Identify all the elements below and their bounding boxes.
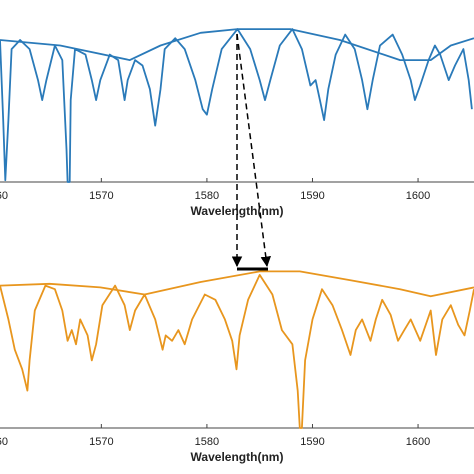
spectrum-line [0, 28, 473, 183]
x-tick-label: 1590 [300, 190, 324, 202]
x-tick-label: 1600 [406, 190, 430, 202]
x-tick-label: 1580 [195, 190, 219, 202]
spectrum-line [0, 270, 474, 298]
x-axis-label: Wavelength(nm) [191, 450, 284, 464]
annotation-arrows [231, 33, 271, 271]
x-tick-label: 1560 [0, 190, 8, 202]
x-tick-label: 1600 [406, 436, 430, 448]
x-tick-label: 1580 [195, 436, 219, 448]
x-tick-label: 1560 [0, 436, 8, 448]
dashed-arrow [236, 33, 271, 268]
spectrum-line [0, 28, 474, 61]
spectrum-line [0, 274, 474, 429]
x-tick-label: 1570 [89, 436, 113, 448]
x-tick-label: 1590 [300, 436, 324, 448]
x-tick-label: 1570 [89, 190, 113, 202]
